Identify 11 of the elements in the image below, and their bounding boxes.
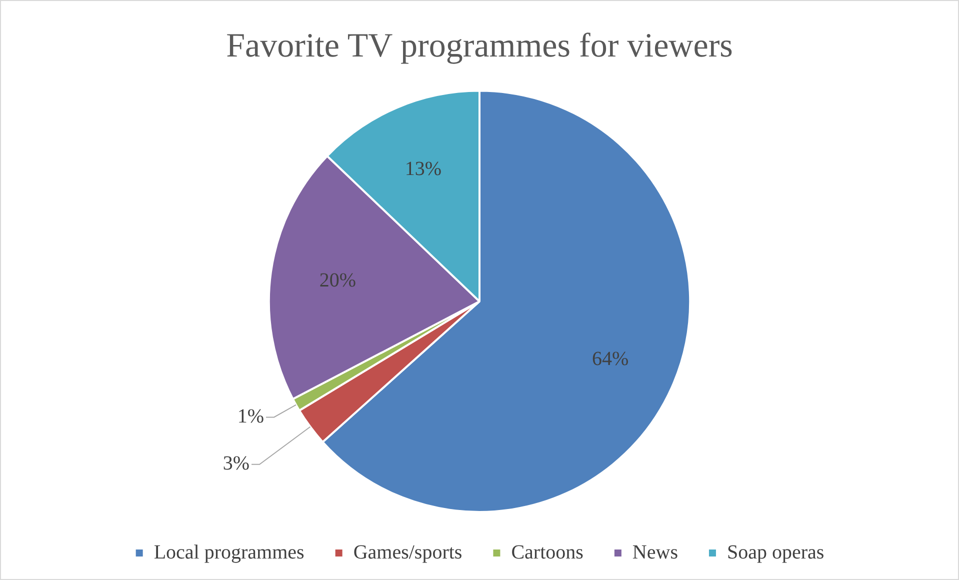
chart-title: Favorite TV programmes for viewers bbox=[226, 27, 733, 64]
data-label: 64% bbox=[592, 348, 629, 370]
data-label: 20% bbox=[319, 270, 356, 292]
legend-label: Cartoons bbox=[511, 541, 584, 564]
legend-label: Local programmes bbox=[154, 541, 305, 564]
legend-label: Soap operas bbox=[726, 541, 824, 564]
legend-label: Games/sports bbox=[353, 541, 462, 564]
data-label: 13% bbox=[404, 158, 442, 180]
data-label: 1% bbox=[237, 405, 264, 428]
legend-label: News bbox=[632, 541, 678, 564]
data-label: 3% bbox=[222, 452, 250, 475]
